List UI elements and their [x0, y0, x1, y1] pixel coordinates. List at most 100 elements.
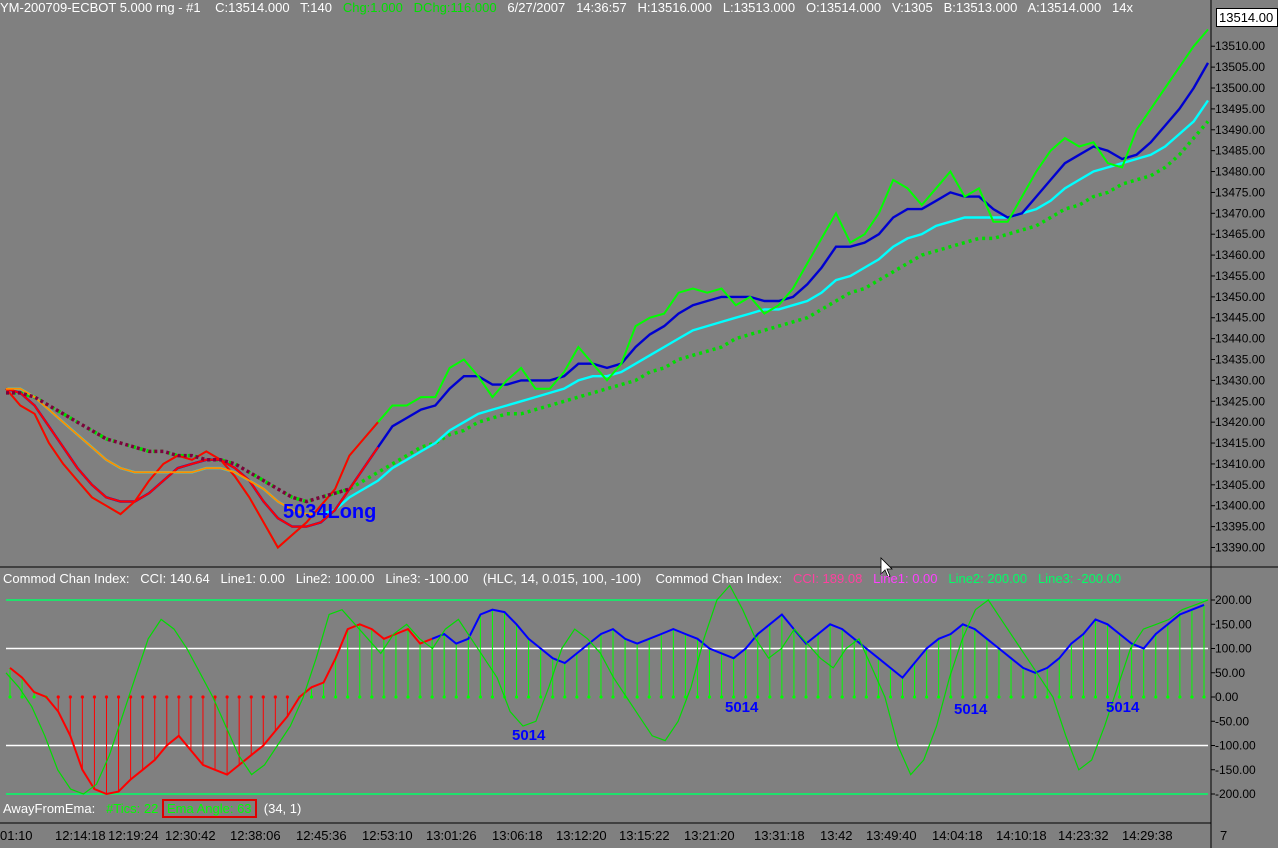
- time-tick-label: 14:04:18: [932, 828, 983, 843]
- price-tick-label: 13390.00: [1215, 540, 1265, 554]
- cci-tick-label: 50.00: [1215, 666, 1245, 680]
- ema-fast-down-segment: [5, 387, 379, 528]
- cci-zero-dot: [104, 695, 109, 699]
- cci-zero-dot: [611, 695, 615, 699]
- cci-zero-dot: [1178, 695, 1182, 699]
- price-line: [5, 28, 1209, 550]
- price-tick-label: 13490.00: [1215, 123, 1265, 137]
- cci-zero-dot: [949, 695, 953, 699]
- cci-signal-label: 5014: [512, 727, 546, 744]
- time-tick-label: 01:10: [0, 828, 33, 843]
- cci-zero-dot: [1166, 695, 1170, 699]
- cci-zero-dot: [1069, 695, 1073, 699]
- cci-tick-label: 0.00: [1215, 690, 1239, 704]
- time-tick-label: 13:31:18: [754, 828, 805, 843]
- cci-zero-dot: [1021, 695, 1025, 699]
- close-value: C:13514.000: [215, 0, 290, 15]
- chg-value: Chg:1.000: [342, 0, 403, 15]
- ticks-value: T:140: [300, 0, 332, 15]
- cci-zero-dot: [1093, 695, 1098, 699]
- cci-tick-label: -150.00: [1215, 763, 1256, 777]
- cci-zero-dot: [20, 695, 24, 699]
- cci-zero-dot: [1105, 695, 1110, 699]
- cci-zero-dot: [273, 695, 277, 699]
- cci1-line3: Line3: -100.00: [385, 571, 469, 586]
- price-tick-label: 13470.00: [1215, 206, 1265, 220]
- cci-zero-dot: [973, 695, 977, 699]
- away-from-ema-info: AwayFromEma: #Tics: 22 Ema Angle: 63 (34…: [3, 799, 301, 818]
- price-tick-label: 13410.00: [1215, 457, 1265, 471]
- price-tick-label: 13480.00: [1215, 165, 1265, 179]
- cci-zero-dot: [539, 695, 543, 699]
- cci-zero-dot: [828, 695, 832, 699]
- cci-zero-dot: [165, 695, 169, 699]
- cci-zero-dot: [478, 695, 482, 699]
- cci-zero-dot: [551, 695, 555, 699]
- volume-value: V:1305: [892, 0, 933, 15]
- cci1-name: Commod Chan Index:: [3, 571, 130, 586]
- cci-zero-dot: [768, 695, 772, 699]
- dchg-value: DChg:116.000: [413, 0, 497, 15]
- cci1-line1: Line1: 0.00: [220, 571, 285, 586]
- ema-slow-down-segment: [6, 391, 350, 504]
- last-price-marker: 13514.00: [1216, 8, 1278, 27]
- cci-zero-dot: [466, 695, 470, 699]
- time-tick-label: 14:29:38: [1122, 828, 1173, 843]
- price-tick-label: 13495.00: [1215, 102, 1265, 116]
- cci-tick-label: -100.00: [1215, 739, 1256, 753]
- cci-zero-dot: [1190, 695, 1194, 699]
- cci-zero-dot: [141, 695, 145, 699]
- time-value: 14:36:57: [576, 0, 627, 15]
- price-tick-label: 13445.00: [1215, 311, 1265, 325]
- mouse-cursor-icon: [880, 557, 893, 578]
- cci-zero-dot: [840, 695, 844, 699]
- cci-zero-dot: [490, 695, 495, 699]
- cci-zero-dot: [1081, 695, 1085, 699]
- cci-zero-dot: [430, 695, 434, 699]
- price-tick-label: 13450.00: [1215, 290, 1265, 304]
- ema-angle-value: Ema Angle: 63: [161, 799, 257, 818]
- price-tick-label: 13400.00: [1215, 499, 1265, 513]
- cci-zero-dot: [177, 695, 181, 699]
- cci2-name: Commod Chan Index:: [655, 571, 783, 586]
- open-value: O:13514.000: [805, 0, 882, 15]
- cci-zero-dot: [1130, 695, 1134, 699]
- cci-zero-dot: [213, 695, 217, 699]
- time-tick-label: 14:23:32: [1058, 828, 1109, 843]
- time-tick-label: 14:10:18: [996, 828, 1047, 843]
- price-tick-label: 13475.00: [1215, 185, 1265, 199]
- cci-zero-dot: [575, 695, 579, 699]
- cci-zero-dot: [225, 695, 229, 699]
- time-tick-label: 12:19:24: [108, 828, 159, 843]
- price-tick-label: 13395.00: [1215, 520, 1265, 534]
- cci-zero-dot: [261, 695, 265, 699]
- time-tick-label: 13:21:20: [684, 828, 735, 843]
- cci-zero-dot: [56, 695, 60, 699]
- symbol-label: YM-200709-ECBOT 5.000 rng - #1: [0, 0, 201, 15]
- cci-zero-dot: [1202, 695, 1206, 699]
- indicator-info-line: Commod Chan Index: CCI: 140.64 Line1: 0.…: [3, 571, 1121, 586]
- cci-zero-dot: [92, 695, 97, 699]
- price-tick-label: 13420.00: [1215, 415, 1265, 429]
- cci-zero-dot: [1154, 695, 1158, 699]
- time-tick-label: 13:15:22: [619, 828, 670, 843]
- cci-zero-dot: [189, 695, 193, 699]
- time-tick-label: 12:30:42: [165, 828, 216, 843]
- cci-zero-dot: [346, 695, 350, 699]
- price-tick-label: 13460.00: [1215, 248, 1265, 262]
- price-tick-label: 13405.00: [1215, 478, 1265, 492]
- cci2-line1: Line1: 0.00: [873, 571, 938, 586]
- cci-zero-dot: [1142, 695, 1146, 699]
- long-signal-label: 5034Long: [283, 501, 376, 523]
- cci-zero-dot: [732, 695, 736, 699]
- cci-zero-dot: [888, 695, 893, 699]
- cci-zero-dot: [635, 695, 639, 699]
- cci-zero-dot: [563, 695, 567, 699]
- price-tick-label: 13465.00: [1215, 227, 1265, 241]
- time-tick-label: 12:14:18: [55, 828, 106, 843]
- cci2-line: [5, 584, 1209, 795]
- cci-zero-dot: [80, 695, 84, 699]
- cci-zero-dot: [719, 695, 724, 699]
- cci-zero-dot: [1117, 695, 1122, 699]
